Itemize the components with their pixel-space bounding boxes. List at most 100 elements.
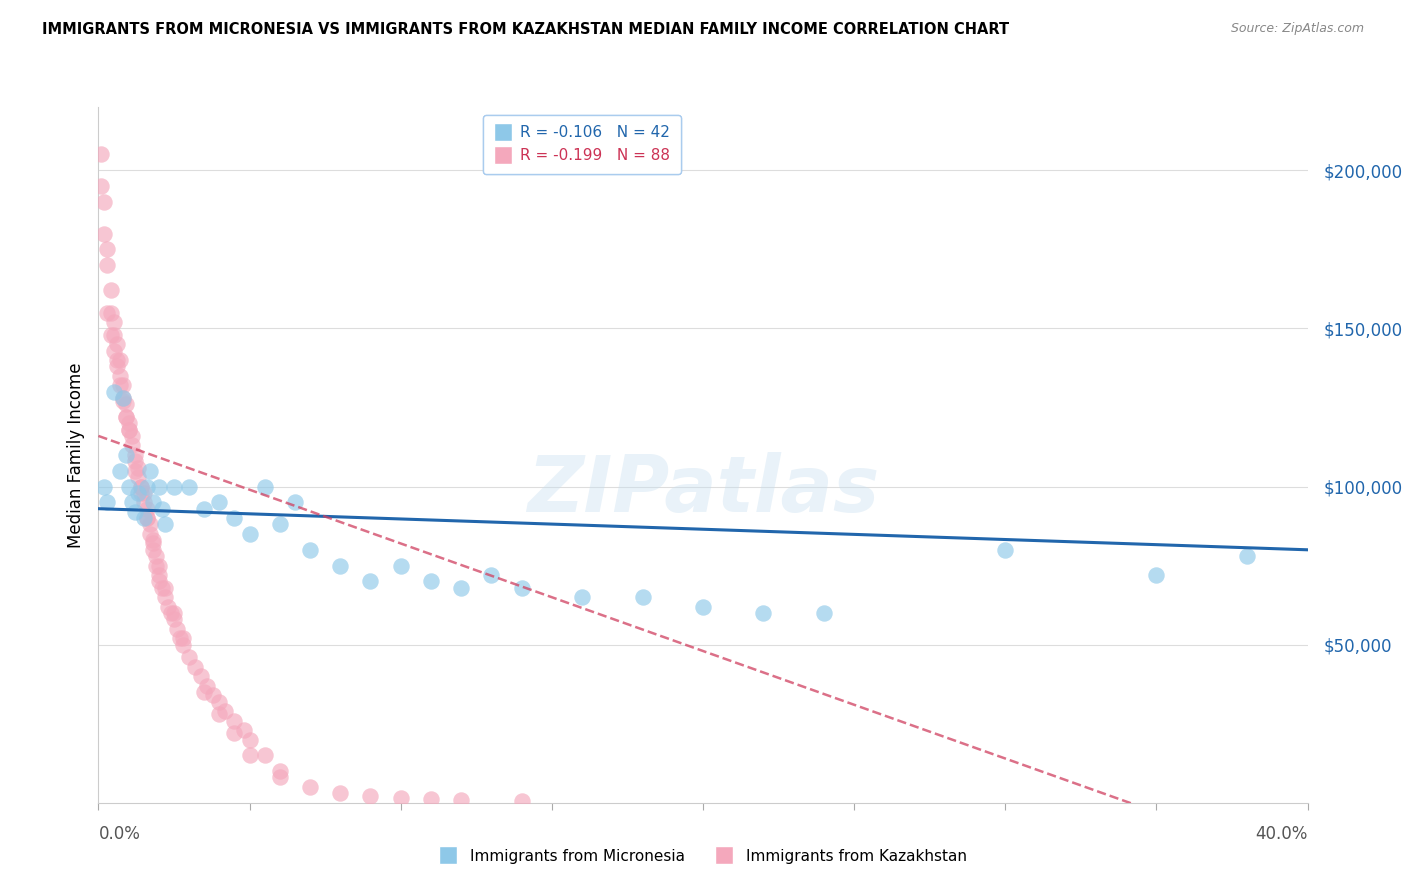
Point <box>752 606 775 620</box>
Point <box>129 486 152 500</box>
Point <box>153 581 176 595</box>
Point <box>153 517 176 532</box>
Point <box>96 495 118 509</box>
Point <box>284 495 307 509</box>
Point <box>127 460 149 475</box>
Point <box>111 378 134 392</box>
Point <box>1236 549 1258 563</box>
Text: 40.0%: 40.0% <box>1256 825 1308 843</box>
Point <box>239 527 262 541</box>
Point <box>100 305 122 319</box>
Point <box>114 409 136 424</box>
Point <box>142 542 165 557</box>
Point <box>127 486 149 500</box>
Text: Source: ZipAtlas.com: Source: ZipAtlas.com <box>1230 22 1364 36</box>
Point <box>108 464 131 478</box>
Point <box>172 638 194 652</box>
Point <box>150 581 173 595</box>
Point <box>93 479 115 493</box>
Point <box>108 378 131 392</box>
Point <box>172 632 194 646</box>
Point <box>142 533 165 548</box>
Point <box>163 479 186 493</box>
Point <box>360 574 382 589</box>
Point <box>239 732 262 747</box>
Point <box>1144 568 1167 582</box>
Point <box>166 622 188 636</box>
Point <box>163 606 186 620</box>
Point <box>105 359 128 374</box>
Point <box>132 495 155 509</box>
Point <box>510 581 533 595</box>
Point <box>114 397 136 411</box>
Point <box>450 793 472 807</box>
Point <box>135 479 157 493</box>
Point <box>124 448 146 462</box>
Point <box>224 726 246 740</box>
Point <box>114 448 136 462</box>
Point <box>145 549 167 563</box>
Point <box>124 454 146 468</box>
Point <box>103 327 125 342</box>
Point <box>103 343 125 358</box>
Point <box>135 511 157 525</box>
Point <box>132 511 155 525</box>
Point <box>118 417 141 431</box>
Point <box>148 558 170 573</box>
Point <box>121 429 143 443</box>
Point <box>994 542 1017 557</box>
Point <box>253 479 276 493</box>
Point <box>153 591 176 605</box>
Point <box>148 479 170 493</box>
Point <box>389 791 412 805</box>
Point <box>329 786 352 800</box>
Point <box>93 194 115 209</box>
Point <box>105 353 128 368</box>
Point <box>139 517 162 532</box>
Point <box>103 315 125 329</box>
Point <box>139 527 162 541</box>
Point <box>118 423 141 437</box>
Point <box>177 479 201 493</box>
Legend: R = -0.106   N = 42, R = -0.199   N = 88: R = -0.106 N = 42, R = -0.199 N = 88 <box>484 115 681 174</box>
Point <box>96 243 118 257</box>
Point <box>96 305 118 319</box>
Point <box>184 660 207 674</box>
Point <box>510 794 533 808</box>
Point <box>360 789 382 804</box>
Point <box>124 505 146 519</box>
Point <box>108 353 131 368</box>
Point <box>90 179 112 194</box>
Point <box>132 486 155 500</box>
Point <box>124 464 146 478</box>
Point <box>121 438 143 452</box>
Point <box>163 612 186 626</box>
Point <box>111 391 134 405</box>
Point <box>160 606 183 620</box>
Point <box>224 714 246 728</box>
Point <box>208 695 231 709</box>
Point <box>105 337 128 351</box>
Point <box>135 501 157 516</box>
Point <box>214 704 236 718</box>
Point <box>224 511 246 525</box>
Point <box>419 792 441 806</box>
Point <box>692 599 714 614</box>
Point <box>269 517 291 532</box>
Y-axis label: Median Family Income: Median Family Income <box>66 362 84 548</box>
Point <box>813 606 835 620</box>
Point <box>100 327 122 342</box>
Legend: Immigrants from Micronesia, Immigrants from Kazakhstan: Immigrants from Micronesia, Immigrants f… <box>433 843 973 870</box>
Point <box>118 423 141 437</box>
Point <box>129 479 152 493</box>
Text: 0.0%: 0.0% <box>98 825 141 843</box>
Point <box>169 632 191 646</box>
Point <box>142 495 165 509</box>
Point <box>103 384 125 399</box>
Point <box>232 723 254 737</box>
Point <box>145 558 167 573</box>
Point <box>135 511 157 525</box>
Point <box>114 409 136 424</box>
Point <box>299 780 322 794</box>
Point <box>148 574 170 589</box>
